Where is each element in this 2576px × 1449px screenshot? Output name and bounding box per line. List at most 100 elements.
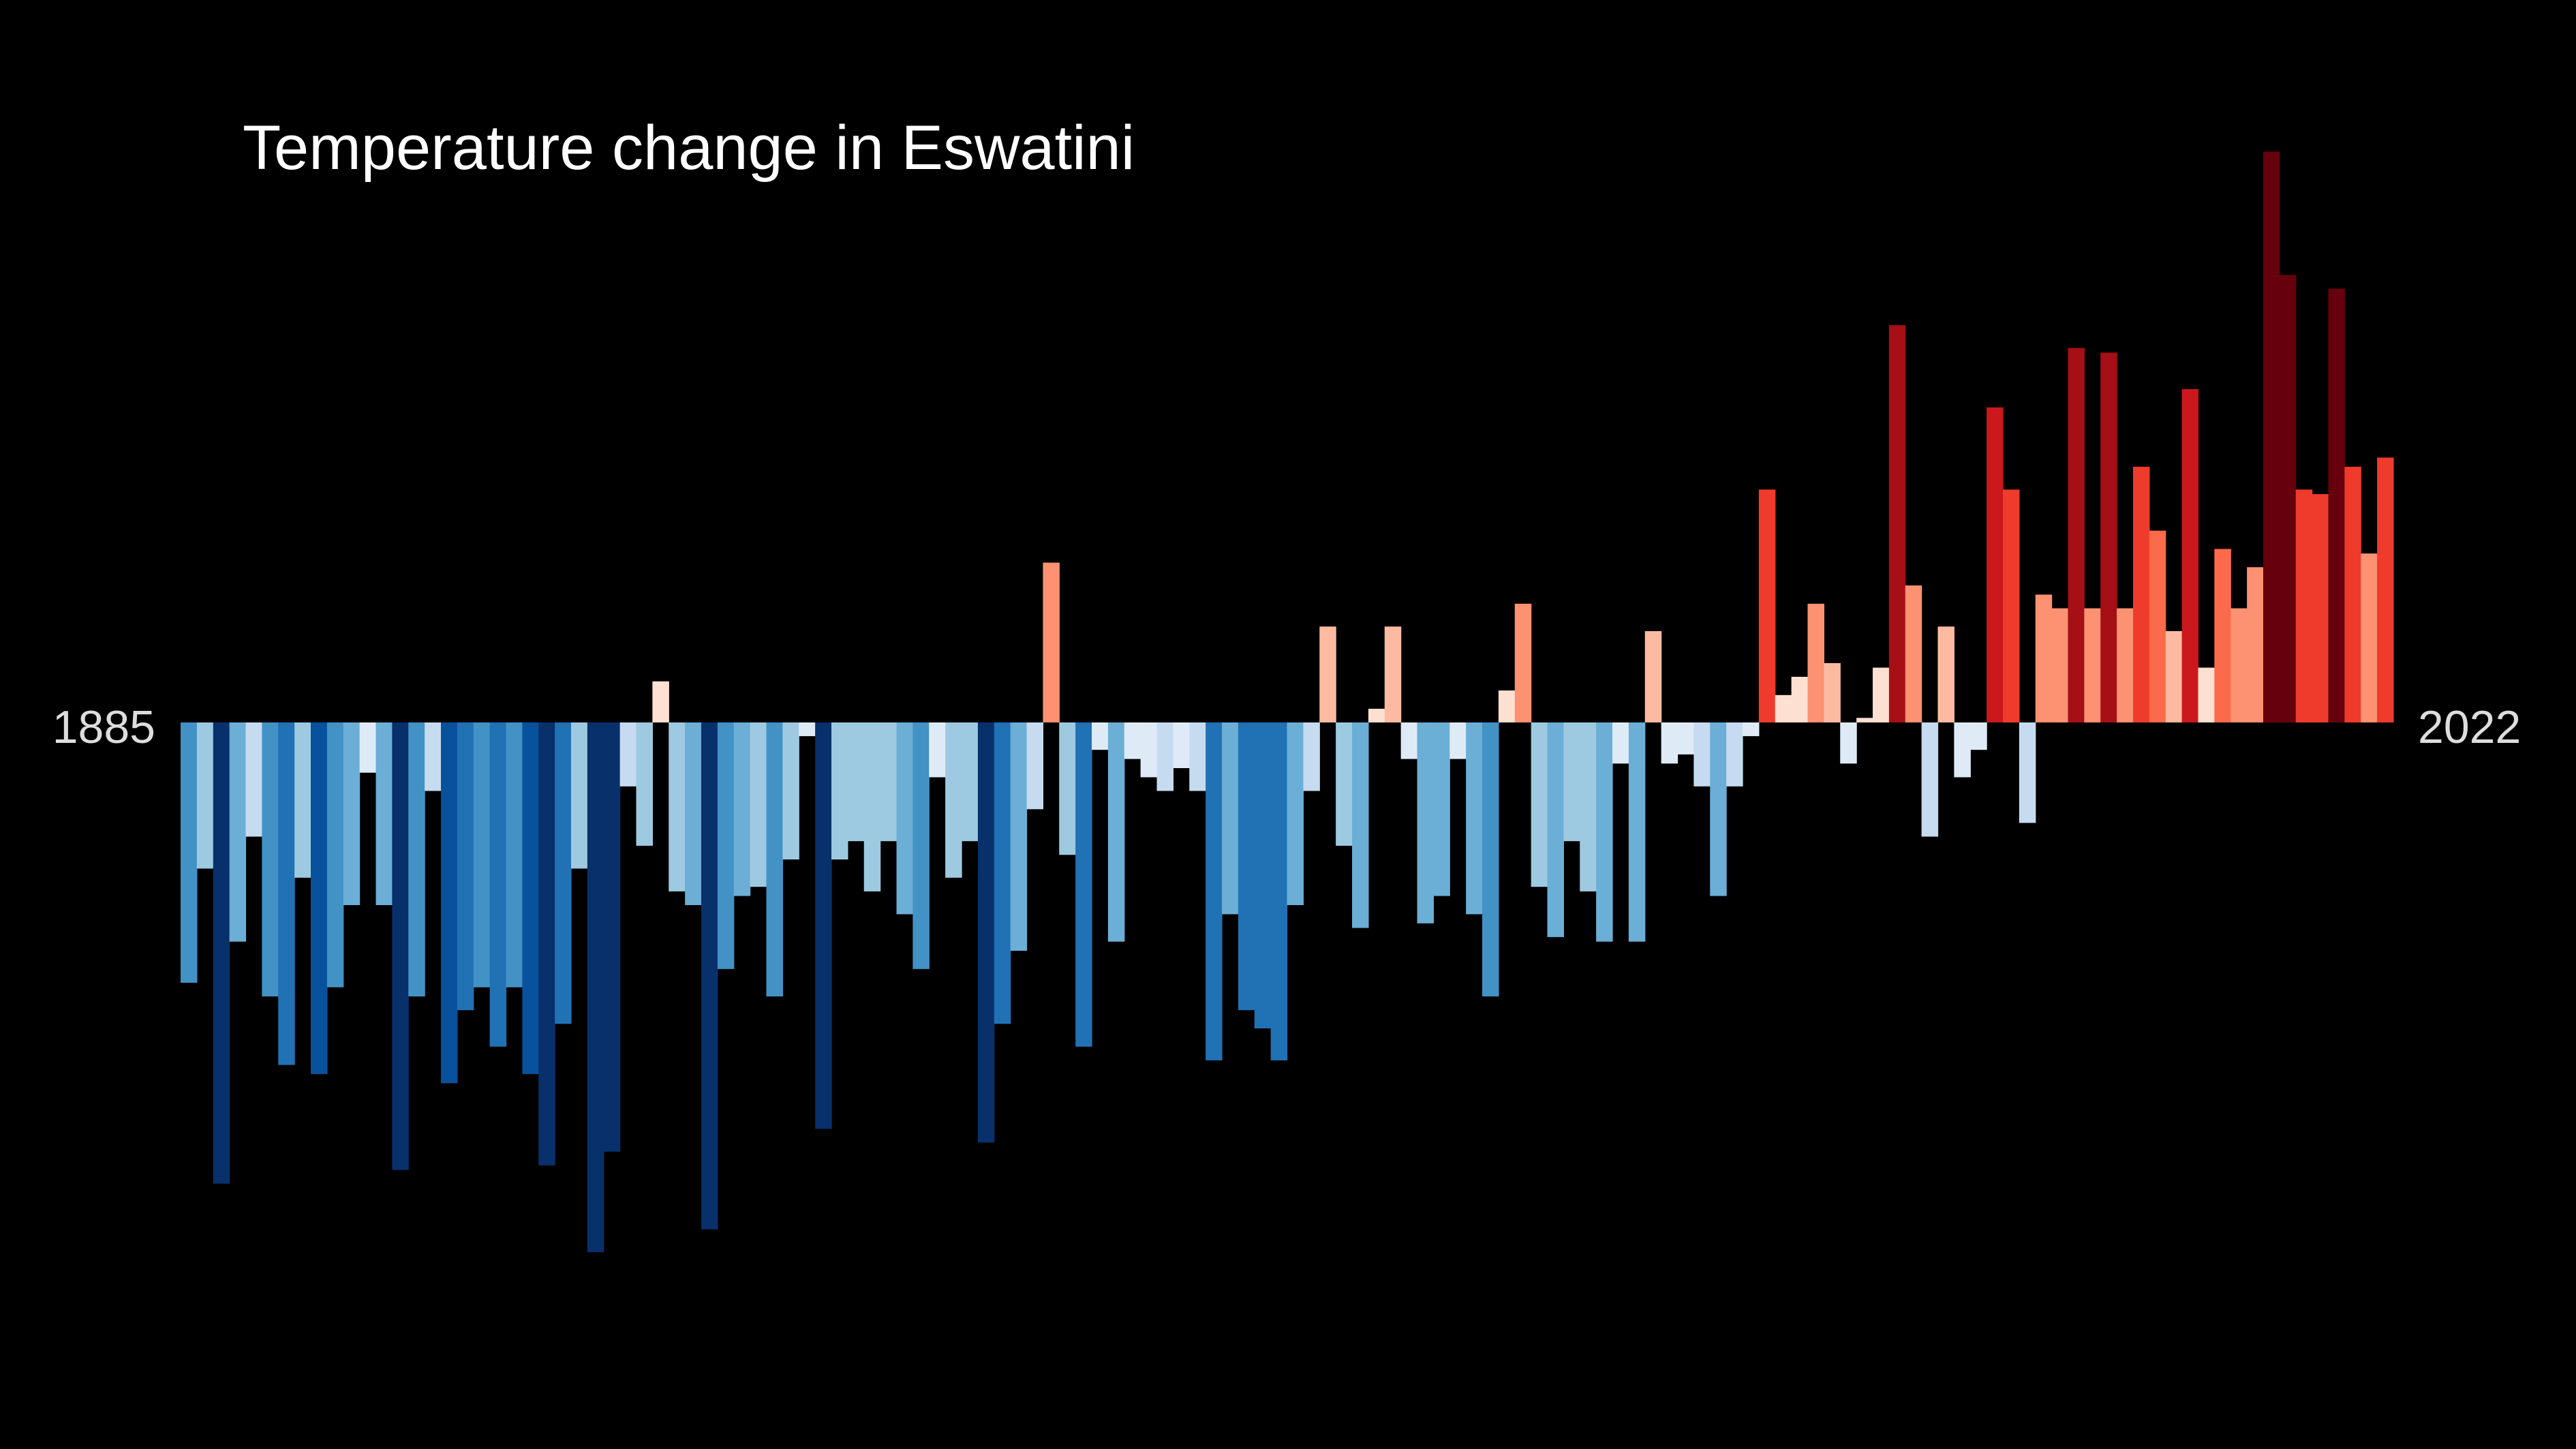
bar-1910 [587, 722, 604, 1253]
bar-1912 [619, 722, 637, 787]
bar-2009 [2198, 667, 2215, 722]
bar-1904 [489, 722, 507, 1047]
bar-1900 [425, 722, 442, 791]
bar-1975 [1644, 631, 1662, 722]
bar-1962 [1433, 722, 1450, 896]
bar-1903 [473, 722, 491, 988]
bar-1953 [1287, 722, 1304, 905]
bar-1897 [375, 722, 393, 905]
bar-1982 [1758, 489, 1776, 722]
bar-1891 [278, 722, 295, 1065]
bar-1961 [1417, 722, 1434, 924]
bar-1971 [1580, 722, 1597, 891]
bar-1976 [1661, 722, 1678, 764]
bar-1925 [831, 722, 848, 859]
bar-1928 [880, 722, 898, 842]
bar-1984 [1791, 677, 1809, 722]
bar-1973 [1612, 722, 1629, 764]
bar-1980 [1726, 722, 1743, 787]
bar-1997 [2003, 489, 2020, 722]
bar-1932 [945, 722, 962, 878]
bar-1955 [1319, 626, 1336, 722]
bar-1915 [669, 722, 686, 891]
bar-1921 [766, 722, 783, 996]
bar-1892 [294, 722, 311, 878]
bar-1937 [1026, 722, 1043, 810]
start-year-label: 1885 [52, 701, 155, 753]
bar-1991 [1905, 585, 1922, 722]
bar-2000 [2051, 608, 2069, 722]
bar-2010 [2214, 549, 2231, 722]
bar-1988 [1856, 718, 1873, 722]
bar-2015 [2295, 489, 2313, 722]
bar-1951 [1254, 722, 1272, 1028]
bar-1922 [782, 722, 799, 859]
bar-1916 [685, 722, 702, 905]
bar-1960 [1400, 722, 1418, 759]
bar-1963 [1450, 722, 1467, 759]
bar-1985 [1807, 603, 1824, 722]
bar-1940 [1075, 722, 1092, 1047]
bar-1994 [1954, 722, 1971, 778]
bar-1942 [1107, 722, 1125, 942]
bar-2001 [2068, 348, 2085, 723]
bar-1972 [1596, 722, 1613, 942]
bar-1944 [1140, 722, 1158, 778]
bar-1929 [896, 722, 913, 915]
bar-1979 [1710, 722, 1727, 896]
bar-2002 [2084, 608, 2101, 722]
bar-1952 [1270, 722, 1288, 1061]
bar-1957 [1352, 722, 1369, 928]
bar-1913 [636, 722, 653, 846]
bar-2008 [2181, 388, 2199, 722]
bar-1977 [1677, 722, 1694, 754]
bar-1938 [1043, 562, 1060, 722]
bar-1978 [1693, 722, 1711, 787]
bar-2019 [2361, 553, 2378, 722]
bar-2004 [2117, 608, 2134, 722]
bar-1888 [229, 722, 247, 942]
bar-2016 [2312, 494, 2329, 722]
bar-1999 [2035, 594, 2053, 722]
bar-1993 [1937, 626, 1954, 722]
bar-1964 [1466, 722, 1483, 915]
bar-1981 [1743, 722, 1760, 737]
bar-1898 [392, 722, 409, 1170]
bar-1943 [1124, 722, 1141, 759]
bar-2006 [2149, 530, 2166, 722]
bar-1893 [311, 722, 328, 1074]
bar-1887 [213, 722, 230, 1184]
bar-2005 [2133, 466, 2150, 722]
bar-1948 [1206, 722, 1223, 1061]
chart-title: Temperature change in Eswatini [243, 113, 1135, 183]
bar-2018 [2344, 466, 2361, 722]
bar-1946 [1173, 722, 1190, 768]
bar-1950 [1238, 722, 1255, 1011]
bar-2011 [2230, 608, 2248, 722]
bar-2013 [2263, 151, 2280, 722]
bar-1902 [457, 722, 474, 1011]
bar-1886 [196, 722, 214, 869]
bar-1956 [1336, 722, 1353, 846]
bar-1914 [652, 681, 669, 722]
bar-1945 [1156, 722, 1174, 791]
bar-2012 [2247, 567, 2264, 722]
bar-1930 [913, 722, 930, 969]
bar-1911 [603, 722, 621, 1152]
bar-1896 [359, 722, 377, 773]
bar-1901 [441, 722, 458, 1084]
bar-1905 [506, 722, 523, 988]
bar-1969 [1547, 722, 1564, 937]
bar-1987 [1840, 722, 1857, 764]
bar-1986 [1824, 662, 1841, 722]
bar-2007 [2165, 631, 2183, 722]
bar-1936 [1010, 722, 1028, 951]
bar-2003 [2100, 352, 2117, 722]
bar-1908 [555, 722, 572, 1024]
bar-1907 [538, 722, 555, 1165]
bar-1959 [1384, 626, 1402, 722]
bar-1919 [733, 722, 751, 896]
bar-1934 [977, 722, 995, 1143]
bar-1917 [701, 722, 718, 1230]
